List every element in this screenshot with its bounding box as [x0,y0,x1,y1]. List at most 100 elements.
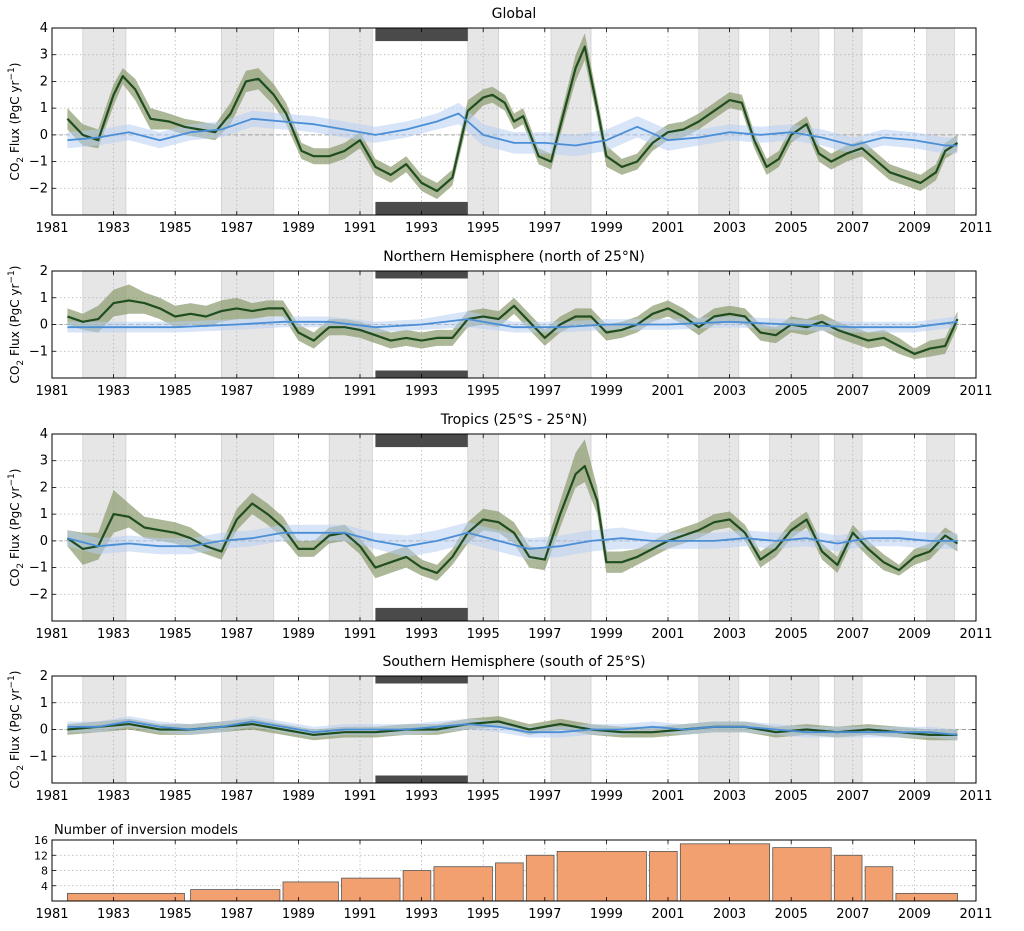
ylabel-rest: Flux (PgC yr [8,486,22,562]
panel-title: Number of inversion models [54,823,238,838]
ylabel-end: ) [8,63,22,68]
panel-1: 1981 1983 1985 1987 1989 1991 1993 1995 1997 1999… [7,6,993,236]
ylabel-sub: 2 [16,157,26,163]
model-line [67,531,958,550]
ensemble-uncertainty-band [67,439,958,581]
y-axis-label: CO2 Flux (PgC yr−1) [7,266,26,384]
y-axis-label: CO2 Flux (PgC yr−1) [7,469,26,587]
x-tick-label: 2001 [651,384,684,399]
y-tick-label: −1 [29,155,48,170]
x-tick-label: 1987 [220,384,253,399]
y-tick-label: 2 [40,74,48,89]
x-tick-label: 1981 [35,789,68,804]
x-tick-label: 1987 [220,221,253,236]
dark-bar-top [375,28,468,42]
ylabel-main: CO [8,771,22,789]
x-tick-label: 1983 [97,221,130,236]
ylabel-sub: 2 [16,360,26,366]
dark-bar-bottom [375,607,468,621]
bar [556,851,647,901]
x-tick-label: 2011 [959,627,992,642]
bar [402,870,432,901]
y-tick-label: 2 [40,669,48,684]
x-tick-label: 2005 [775,627,808,642]
shaded-period [769,28,820,215]
x-tick-label: 1991 [343,627,376,642]
ylabel-main: CO [8,366,22,384]
x-tick-label: 2009 [898,384,931,399]
shaded-period [926,28,955,215]
x-tick-label: 1983 [97,907,130,922]
x-tick-label: 1999 [590,789,623,804]
ylabel-sup: −1 [7,473,17,486]
x-tick-label: 2009 [898,221,931,236]
y-tick-label: 3 [40,454,48,469]
dark-bar-top [375,434,468,448]
x-tick-label: 1983 [97,789,130,804]
bar [525,854,555,901]
panel-title: Tropics (25°S - 25°N) [440,412,588,428]
x-tick-label: 1999 [590,627,623,642]
x-tick-label: 1981 [35,221,68,236]
x-tick-label: 2011 [959,789,992,804]
x-tick-label: 1993 [405,627,438,642]
y-tick-label: 0 [40,723,48,738]
ylabel-rest: Flux (PgC yr [8,283,22,359]
x-tick-label: 1983 [97,627,130,642]
x-tick-label: 1989 [282,907,315,922]
x-tick-label: 2007 [836,907,869,922]
x-tick-label: 1993 [405,907,438,922]
x-tick-label: 1985 [159,789,192,804]
y-tick-label: 8 [41,865,48,878]
x-tick-label: 1997 [528,221,561,236]
x-tick-label: 1987 [220,627,253,642]
panel-2: 1981 1983 1985 1987 1989 1991 1993 1995 1997 1999… [7,249,993,399]
x-tick-label: 1997 [528,907,561,922]
ylabel-sub: 2 [16,563,26,569]
x-tick-label: 2003 [713,384,746,399]
panel-5: 1981 1983 1985 1987 1989 1991 1993 1995 1997 1999… [34,823,993,922]
x-tick-label: 1985 [159,627,192,642]
x-tick-label: 2009 [898,627,931,642]
model-uncertainty-band [67,716,958,741]
x-tick-label: 2005 [775,907,808,922]
y-tick-label: −1 [29,561,48,576]
y-tick-label: 1 [40,507,48,522]
y-tick-label: −1 [29,344,48,359]
x-tick-label: 1993 [405,789,438,804]
shaded-period [833,434,863,621]
ylabel-sup: −1 [7,270,17,283]
bar [895,892,958,901]
x-tick-label: 1989 [282,221,315,236]
ensemble-uncertainty-band [67,284,958,360]
x-tick-label: 1989 [282,627,315,642]
ylabel-rest: Flux (PgC yr [8,688,22,764]
panel-title: Southern Hemisphere (south of 25°S) [382,654,645,670]
x-tick-label: 1991 [343,789,376,804]
x-tick-label: 1993 [405,221,438,236]
x-tick-label: 2001 [651,789,684,804]
y-tick-label: 16 [34,834,48,847]
x-tick-label: 1991 [343,384,376,399]
ylabel-sup: −1 [7,67,17,80]
x-tick-label: 2011 [959,221,992,236]
y-tick-label: −2 [29,181,48,196]
bar [864,866,894,901]
x-tick-label: 1999 [590,221,623,236]
x-tick-label: 1997 [528,789,561,804]
y-axis-label: CO2 Flux (PgC yr−1) [7,63,26,181]
y-tick-label: 0 [40,128,48,143]
y-tick-label: 0 [40,534,48,549]
x-tick-label: 2005 [775,384,808,399]
x-tick-label: 2007 [836,384,869,399]
y-tick-label: 4 [41,880,48,893]
y-tick-label: 12 [34,849,48,862]
x-tick-label: 1981 [35,907,68,922]
y-axis-label: CO2 Flux (PgC yr−1) [7,671,26,789]
x-tick-label: 1981 [35,384,68,399]
x-tick-label: 2001 [651,221,684,236]
axes-frame [51,433,977,622]
bar [67,892,185,901]
axes-frame [51,27,977,216]
